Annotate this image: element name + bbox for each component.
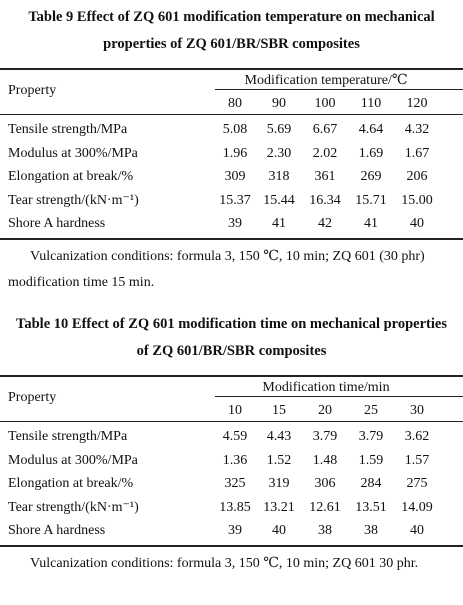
- cell-value: 284: [360, 476, 382, 492]
- cell-value: 3.79: [358, 429, 384, 444]
- column-label: 25: [364, 403, 378, 418]
- column-label: 15: [272, 403, 286, 418]
- column-label: 110: [360, 96, 382, 111]
- cell-value: 1.36: [222, 452, 248, 468]
- cell-value: 1.67: [404, 145, 430, 161]
- cell-value: 12.61: [309, 499, 341, 515]
- cell-value: 206: [406, 169, 428, 185]
- cell-value: 325: [224, 476, 246, 492]
- column-label: 30: [410, 403, 424, 418]
- cell-value: 42: [318, 216, 332, 232]
- property-header: Property: [8, 390, 57, 405]
- sub-rule: [215, 89, 463, 90]
- cell-value: 14.09: [401, 499, 433, 515]
- cell-value: 6.67: [312, 122, 338, 137]
- cell-value: 319: [268, 476, 290, 492]
- cell-value: 1.52: [266, 452, 292, 468]
- cell-value: 1.57: [404, 452, 430, 468]
- cell-value: 15.00: [401, 192, 433, 208]
- cell-value: 3.79: [312, 429, 338, 444]
- property-header: Property: [8, 83, 57, 98]
- table-note: Vulcanization conditions: formula 3, 150…: [8, 249, 425, 290]
- cell-value: 1.59: [358, 452, 384, 468]
- property-name: Tear strength/(kN·m⁻¹): [8, 192, 139, 208]
- cell-value: 13.85: [219, 499, 251, 515]
- column-label: 80: [228, 96, 242, 111]
- cell-value: 3.62: [404, 429, 430, 444]
- table-title: Table 10 Effect of ZQ 601 modification t…: [16, 316, 447, 359]
- header-rule: [0, 114, 463, 115]
- cell-value: 1.48: [312, 452, 338, 468]
- property-name: Tear strength/(kN·m⁻¹): [8, 499, 139, 515]
- cell-value: 13.51: [355, 499, 387, 515]
- cell-value: 309: [224, 169, 246, 185]
- cell-value: 38: [318, 523, 332, 539]
- cell-value: 38: [364, 523, 378, 539]
- cell-value: 15.37: [219, 192, 251, 208]
- column-header: Modification temperature/℃: [244, 73, 408, 88]
- cell-value: 41: [364, 216, 378, 232]
- column-label: 20: [318, 403, 332, 418]
- header-rule: [0, 421, 463, 422]
- cell-value: 40: [410, 523, 424, 539]
- property-name: Tensile strength/MPa: [8, 429, 128, 444]
- table-note: Vulcanization conditions: formula 3, 150…: [30, 556, 419, 571]
- cell-value: 361: [314, 169, 336, 185]
- cell-value: 306: [314, 476, 336, 492]
- property-name: Elongation at break/%: [8, 169, 134, 185]
- top-rule: [0, 68, 463, 70]
- cell-value: 40: [272, 523, 286, 539]
- cell-value: 5.69: [266, 122, 292, 137]
- property-name: Shore A hardness: [8, 523, 106, 539]
- cell-value: 269: [360, 169, 382, 185]
- cell-value: 15.71: [355, 192, 387, 208]
- sub-rule: [215, 396, 463, 397]
- cell-value: 4.43: [266, 429, 292, 444]
- cell-value: 15.44: [263, 192, 295, 208]
- cell-value: 275: [406, 476, 428, 492]
- cell-value: 41: [272, 216, 286, 232]
- cell-value: 2.30: [266, 145, 292, 161]
- top-rule: [0, 375, 463, 377]
- cell-value: 5.08: [222, 122, 248, 137]
- cell-value: 1.96: [222, 145, 248, 161]
- property-name: Modulus at 300%/MPa: [8, 452, 138, 468]
- cell-value: 16.34: [309, 192, 341, 208]
- column-label: 90: [272, 96, 286, 111]
- cell-value: 39: [228, 216, 242, 232]
- cell-value: 318: [268, 169, 290, 185]
- cell-value: 4.32: [404, 122, 430, 137]
- cell-value: 13.21: [263, 499, 295, 515]
- property-name: Elongation at break/%: [8, 476, 134, 492]
- cell-value: 1.69: [358, 145, 384, 161]
- cell-value: 4.59: [222, 429, 248, 444]
- column-label: 100: [314, 96, 336, 111]
- cell-value: 40: [410, 216, 424, 232]
- cell-value: 4.64: [358, 122, 384, 137]
- cell-value: 39: [228, 523, 242, 539]
- cell-value: 2.02: [312, 145, 338, 161]
- column-header: Modification time/min: [262, 380, 390, 395]
- property-name: Tensile strength/MPa: [8, 122, 128, 137]
- property-name: Shore A hardness: [8, 216, 106, 232]
- bottom-rule: [0, 238, 463, 240]
- column-label: 120: [406, 96, 428, 111]
- property-name: Modulus at 300%/MPa: [8, 145, 138, 161]
- table-title: Table 9 Effect of ZQ 601 modification te…: [28, 9, 435, 52]
- bottom-rule: [0, 545, 463, 547]
- column-label: 10: [228, 403, 242, 418]
